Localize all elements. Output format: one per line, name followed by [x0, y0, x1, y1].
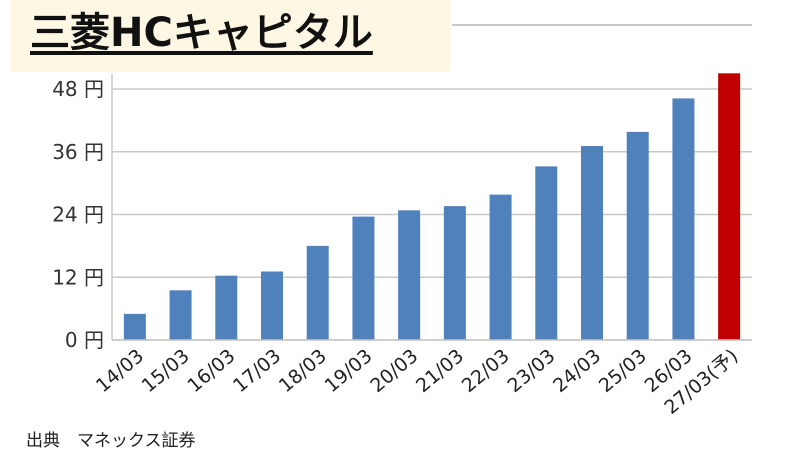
- bar: [718, 73, 741, 340]
- bar: [581, 145, 603, 340]
- x-tick-label: 25/03: [595, 345, 651, 397]
- y-tick-label: 48 円: [52, 77, 104, 101]
- bar: [672, 98, 695, 340]
- bar: [123, 313, 146, 340]
- bar: [215, 275, 238, 340]
- chart-title: 三菱HCキャピタル: [30, 10, 373, 56]
- x-tick-label: 19/03: [321, 345, 377, 397]
- x-tick-label: 15/03: [138, 345, 194, 397]
- x-tick-label: 21/03: [412, 345, 468, 397]
- x-tick-label: 20/03: [366, 345, 422, 397]
- title-banner: 三菱HCキャピタル: [10, 0, 450, 72]
- x-tick-label: 23/03: [503, 345, 559, 397]
- bar: [535, 166, 558, 340]
- bar: [169, 290, 192, 340]
- x-tick-label: 14/03: [92, 345, 148, 397]
- x-tick-label: 16/03: [183, 345, 239, 397]
- x-tick-label: 18/03: [275, 345, 331, 397]
- bar: [489, 194, 512, 340]
- bar: [352, 216, 375, 340]
- bar: [306, 245, 329, 340]
- bar: [398, 210, 421, 340]
- y-tick-label: 0 円: [65, 328, 104, 352]
- x-tick-label: 22/03: [458, 345, 514, 397]
- y-tick-label: 36 円: [52, 140, 104, 164]
- y-tick-label: 12 円: [52, 265, 104, 289]
- bar: [261, 271, 283, 340]
- y-tick-label: 24 円: [52, 203, 104, 227]
- bar: [443, 206, 466, 340]
- x-tick-label: 24/03: [549, 345, 605, 397]
- x-tick-label: 17/03: [229, 345, 285, 397]
- source-note: 出典 マネックス証券: [26, 431, 196, 451]
- bar: [626, 131, 649, 340]
